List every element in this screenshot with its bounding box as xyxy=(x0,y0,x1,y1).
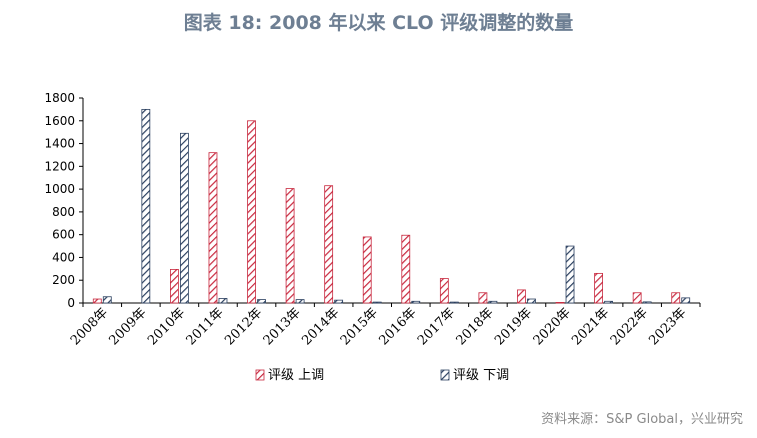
bar-chart: 0200400600800100012001400160018002008年20… xyxy=(44,91,701,383)
bar-upgrade xyxy=(208,152,218,304)
x-tick-label: 2020年 xyxy=(531,305,574,348)
bar-upgrade xyxy=(247,120,256,304)
bar-downgrade xyxy=(180,132,189,304)
y-tick-label: 200 xyxy=(52,273,75,287)
y-tick-label: 1000 xyxy=(44,182,75,196)
y-tick-label: 400 xyxy=(52,250,75,264)
x-tick-label: 2019年 xyxy=(492,305,535,348)
bar-downgrade xyxy=(681,297,691,304)
x-tick-label: 2010年 xyxy=(145,305,188,348)
bar-upgrade xyxy=(439,278,449,304)
bar-downgrade xyxy=(334,299,344,304)
y-tick-label: 800 xyxy=(52,205,75,219)
x-tick-label: 2016年 xyxy=(376,305,419,348)
y-tick-label: 1200 xyxy=(44,159,75,173)
y-tick-label: 1400 xyxy=(44,137,75,151)
bar-upgrade xyxy=(362,236,372,304)
bar-upgrade xyxy=(170,269,179,304)
bar-downgrade xyxy=(565,245,575,304)
source-note: 资料来源：S&P Global，兴业研究 xyxy=(541,412,743,427)
bar-upgrade xyxy=(517,289,526,304)
legend-swatch-upgrade xyxy=(255,369,265,381)
bar-downgrade xyxy=(642,301,652,304)
x-tick-label: 2018年 xyxy=(454,305,497,348)
bar-downgrade xyxy=(218,298,228,304)
bar-upgrade xyxy=(594,272,603,304)
bar-downgrade xyxy=(102,296,112,304)
bar-upgrade xyxy=(401,234,411,304)
bar-upgrade xyxy=(478,292,488,304)
x-tick-label: 2017年 xyxy=(415,305,458,348)
chart-title: 图表 18: 2008 年以来 CLO 评级调整的数量 xyxy=(183,12,574,34)
bar-upgrade xyxy=(632,292,642,304)
bar-upgrade xyxy=(671,292,681,304)
x-tick-label: 2022年 xyxy=(608,305,651,348)
bar-downgrade xyxy=(257,299,266,304)
bar-upgrade xyxy=(324,185,334,304)
y-tick-label: 0 xyxy=(67,296,75,310)
bar-downgrade xyxy=(141,108,151,304)
legend-label-upgrade: 评级 上调 xyxy=(268,368,324,383)
x-tick-label: 2021年 xyxy=(569,305,612,348)
x-tick-label: 2014年 xyxy=(299,305,342,348)
bar-downgrade xyxy=(604,300,613,304)
x-tick-label: 2012年 xyxy=(222,305,265,348)
y-tick-label: 1800 xyxy=(44,91,75,105)
y-tick-label: 1600 xyxy=(44,114,75,128)
bar-downgrade xyxy=(527,298,536,304)
y-tick-label: 600 xyxy=(52,228,75,242)
bar-upgrade xyxy=(285,188,295,304)
x-tick-label: 2008年 xyxy=(68,305,111,348)
bar-downgrade xyxy=(295,299,305,304)
bar-downgrade xyxy=(372,301,382,304)
bar-downgrade xyxy=(449,301,459,304)
bar-downgrade xyxy=(411,300,421,304)
x-tick-label: 2009年 xyxy=(106,305,149,348)
bar-upgrade xyxy=(92,298,102,304)
x-tick-label: 2023年 xyxy=(646,305,689,348)
bar-upgrade xyxy=(555,302,565,304)
bar-downgrade xyxy=(488,300,498,304)
x-tick-label: 2011年 xyxy=(184,305,227,348)
legend-swatch-downgrade xyxy=(440,369,450,381)
legend-label-downgrade: 评级 下调 xyxy=(453,368,509,383)
x-tick-label: 2013年 xyxy=(261,305,304,348)
x-tick-label: 2015年 xyxy=(338,305,381,348)
